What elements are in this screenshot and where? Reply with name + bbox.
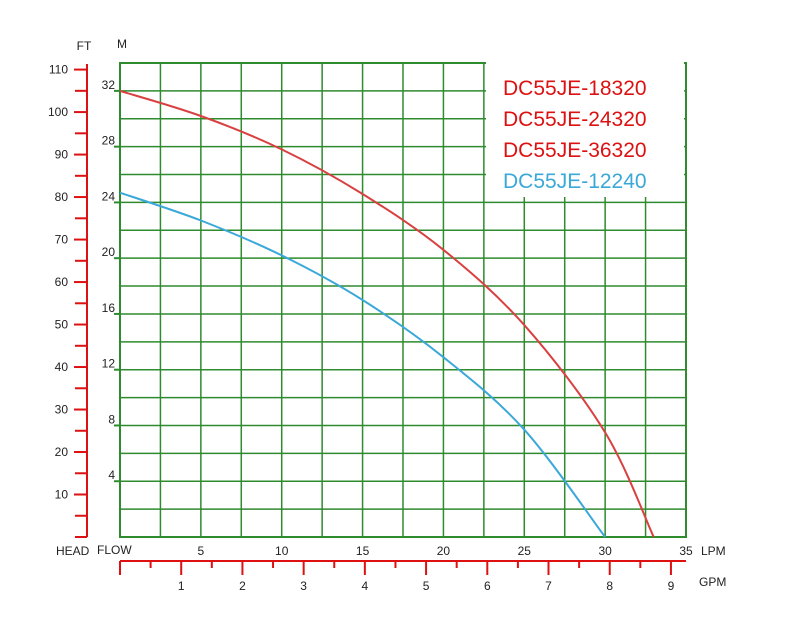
lpm-tick-label: 10 (275, 544, 289, 558)
gpm-tick-label: 7 (545, 579, 552, 593)
lpm-tick-label: 15 (356, 544, 370, 558)
gpm-tick-label: 3 (300, 579, 307, 593)
lpm-tick-label: 30 (598, 544, 612, 558)
m-tick-label: 28 (102, 134, 116, 148)
m-axis-unit: M (117, 37, 127, 51)
m-tick-label: 32 (102, 78, 116, 92)
ft-axis-unit: FT (77, 39, 92, 53)
lpm-tick-label: 35 (679, 544, 693, 558)
flow-axis-label: FLOW (97, 543, 132, 557)
ft-tick-label: 40 (55, 360, 69, 374)
ft-tick-label: 70 (55, 233, 69, 247)
legend-entry-18320: DC55JE-18320 (503, 77, 647, 100)
ft-tick-label: 100 (48, 105, 68, 119)
legend-entry-36320: DC55JE-36320 (503, 139, 647, 162)
ft-tick-label: 80 (55, 190, 69, 204)
gpm-tick-label: 2 (239, 579, 246, 593)
lpm-tick-label: 20 (437, 544, 451, 558)
gpm-tick-label: 5 (423, 579, 430, 593)
gpm-tick-label: 1 (178, 579, 185, 593)
lpm-tick-label: 5 (198, 544, 205, 558)
m-tick-label: 8 (108, 412, 115, 426)
gpm-tick-label: 8 (606, 579, 613, 593)
series-line-1 (119, 89, 655, 538)
gpm-axis-unit: GPM (699, 575, 726, 589)
lpm-tick-label: 25 (518, 544, 532, 558)
ft-tick-label: 90 (55, 148, 69, 162)
ft-tick-label: 50 (55, 318, 69, 332)
ft-tick-label: 30 (55, 403, 69, 417)
gpm-tick-label: 6 (484, 579, 491, 593)
legend-entry-24320: DC55JE-24320 (503, 108, 647, 131)
m-tick-label: 16 (102, 301, 116, 315)
legend-box (486, 62, 684, 197)
head-axis-label: HEAD (56, 544, 90, 558)
ft-tick-label: 20 (55, 445, 69, 459)
series-lines (119, 89, 655, 538)
m-tick-label: 24 (102, 189, 116, 203)
m-tick-label: 12 (102, 357, 116, 371)
m-tick-label: 4 (108, 468, 115, 482)
ft-tick-label: 60 (55, 275, 69, 289)
series-line-2 (119, 191, 606, 538)
legend-entry-12240: DC55JE-12240 (503, 170, 647, 193)
ft-tick-label: 10 (55, 488, 69, 502)
ft-tick-label: 110 (49, 63, 68, 77)
gpm-tick-label: 4 (362, 579, 369, 593)
gpm-tick-label: 9 (668, 579, 675, 593)
m-tick-label: 20 (102, 245, 116, 259)
lpm-axis-unit: LPM (701, 544, 726, 558)
